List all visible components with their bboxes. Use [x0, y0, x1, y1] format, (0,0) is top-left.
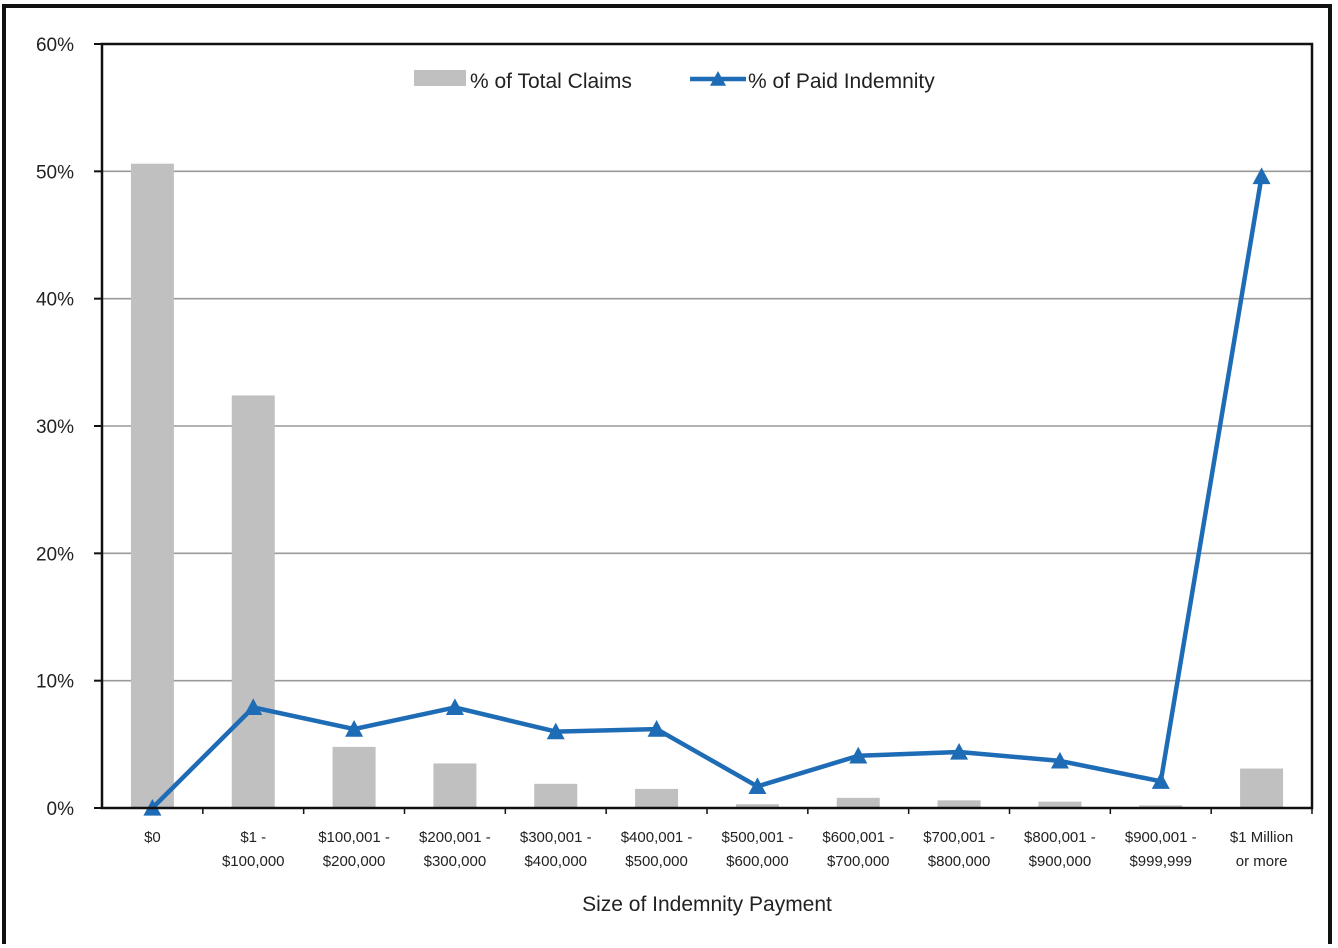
line-point	[647, 720, 666, 737]
line-point	[445, 698, 464, 716]
x-axis-category-labels: $0 $1 -$100,000 $100,001 -$200,000 $200,001…	[144, 808, 1313, 870]
bar	[1240, 768, 1284, 808]
x-tick-label: $1 -$100,000	[222, 829, 285, 870]
y-tick-label: 10%	[36, 672, 74, 693]
bar	[1038, 801, 1082, 808]
legend-bar-label: % of Total Claims	[470, 70, 632, 93]
bar	[433, 763, 477, 808]
line-point	[1252, 167, 1271, 185]
x-tick-label: $500,001 -$600,000	[722, 829, 794, 870]
bar-series	[130, 163, 1284, 808]
x-tick-label: $800,001 -$900,000	[1024, 829, 1096, 870]
bar	[1139, 805, 1183, 808]
bar	[231, 395, 275, 808]
x-tick-label: $700,001 -$800,000	[923, 829, 995, 870]
plot-area-border	[100, 42, 1314, 810]
y-tick-label: 50%	[36, 162, 74, 183]
legend-triangle-marker	[710, 71, 726, 86]
x-tick-label: $100,001 -$200,000	[318, 829, 390, 870]
line-path	[150, 176, 1264, 810]
y-tick-label: 40%	[36, 290, 74, 311]
line-point	[849, 746, 868, 764]
x-tick-label: $300,001 -$400,000	[520, 829, 592, 870]
y-tick-label: 0%	[47, 799, 75, 820]
x-axis-title: Size of Indemnity Payment	[582, 893, 832, 916]
chart-frame	[2, 4, 1332, 944]
line-point	[1151, 772, 1170, 789]
line-point	[546, 722, 565, 740]
y-axis-tick-labels: 0% 10% 20% 30% 40% 50% 60%	[36, 35, 74, 820]
bar	[332, 746, 376, 808]
line-point	[244, 698, 263, 716]
y-tick-label: 60%	[36, 35, 74, 56]
bar	[534, 783, 578, 808]
legend-line-label: % of Paid Indemnity	[748, 70, 935, 93]
legend-bar-swatch	[414, 70, 466, 86]
bar	[735, 804, 779, 808]
bar	[937, 800, 981, 808]
legend: % of Total Claims % of Paid Indemnity	[414, 70, 935, 93]
line-series	[143, 167, 1271, 816]
x-tick-label: $400,001 -$500,000	[621, 829, 693, 870]
x-tick-label: $900,001 -$999,999	[1125, 829, 1197, 870]
line-point	[345, 720, 364, 737]
bar	[836, 797, 880, 808]
x-tick-label: $1 Million or more	[1230, 829, 1293, 870]
gridlines	[94, 43, 1312, 809]
y-tick-label: 20%	[36, 544, 74, 565]
line-point	[1050, 751, 1069, 769]
y-tick-label: 30%	[36, 417, 74, 438]
x-tick-label: $200,001 -$300,000	[419, 829, 491, 870]
line-point	[950, 742, 969, 760]
x-tick-label: $0	[144, 829, 161, 846]
x-tick-label: $600,001 -$700,000	[822, 829, 894, 870]
bar	[635, 788, 679, 808]
bar	[130, 163, 174, 808]
line-point	[748, 777, 767, 795]
